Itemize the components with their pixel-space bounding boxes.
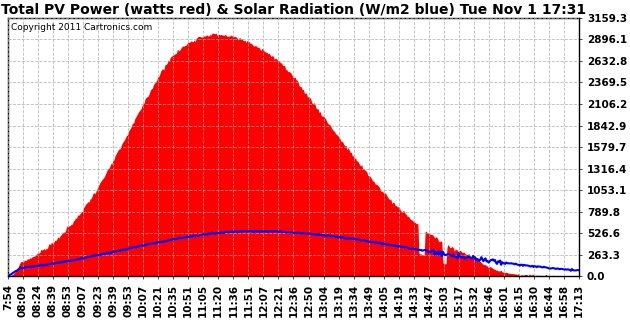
Title: Total PV Power (watts red) & Solar Radiation (W/m2 blue) Tue Nov 1 17:31: Total PV Power (watts red) & Solar Radia… bbox=[1, 3, 586, 17]
Text: Copyright 2011 Cartronics.com: Copyright 2011 Cartronics.com bbox=[11, 23, 152, 32]
